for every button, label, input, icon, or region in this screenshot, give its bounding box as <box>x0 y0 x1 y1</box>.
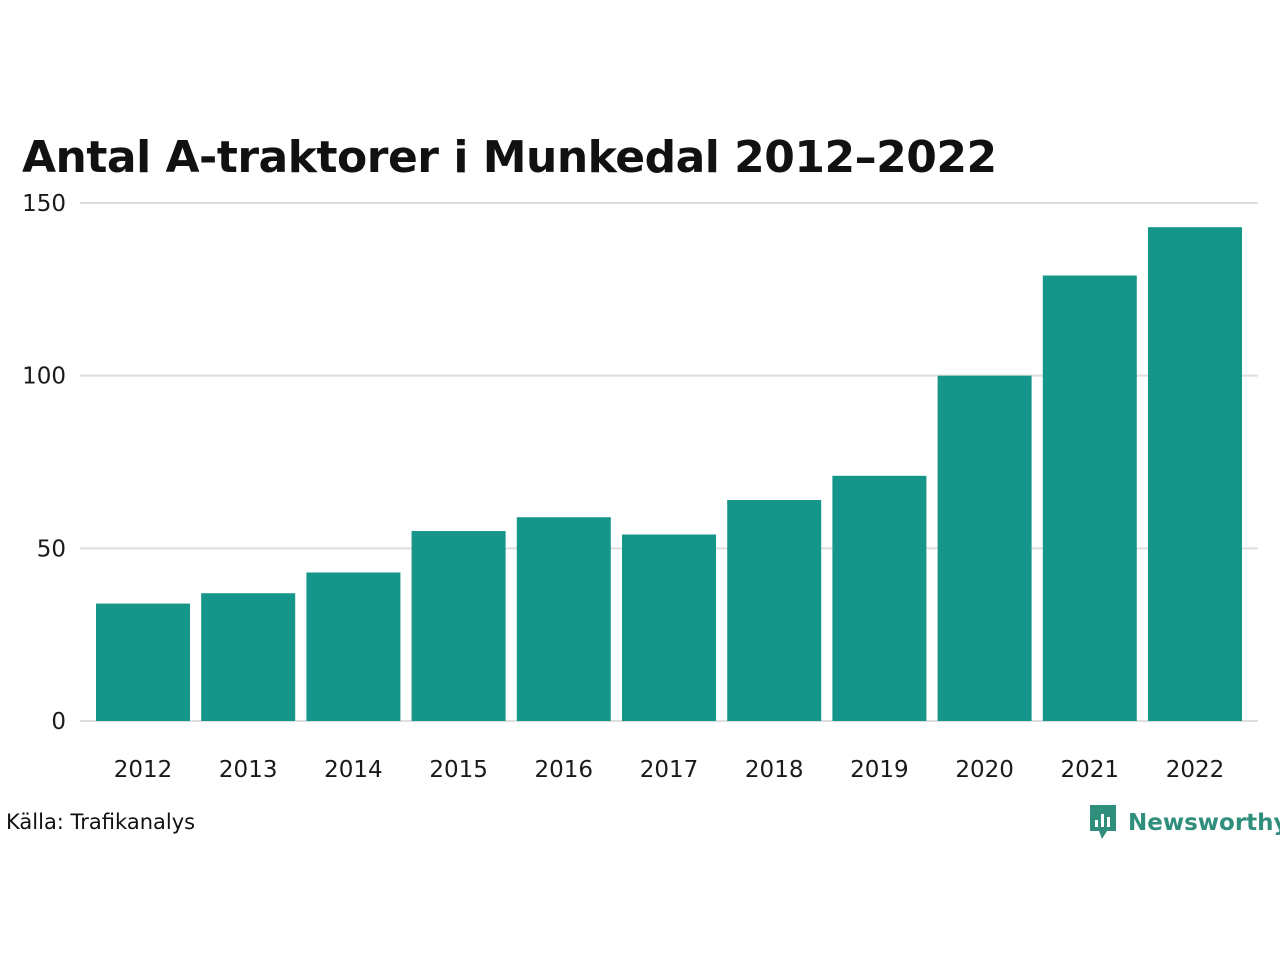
chart-title: Antal A-traktorer i Munkedal 2012–2022 <box>22 132 997 183</box>
bar-2016 <box>516 517 611 721</box>
bar-2022 <box>1148 227 1242 721</box>
x-tick-label: 2018 <box>745 757 804 783</box>
x-tick-label: 2015 <box>429 757 488 783</box>
x-tick-label: 2021 <box>1061 757 1120 783</box>
x-tick-label: 2020 <box>955 757 1014 783</box>
bar-2018 <box>727 499 822 721</box>
bars <box>96 227 1242 721</box>
y-tick-label: 100 <box>22 364 66 390</box>
x-tick-label: 2022 <box>1166 757 1225 783</box>
y-tick-label: 50 <box>37 536 66 562</box>
brand-logo: Newsworthy <box>1088 803 1280 843</box>
x-tick-label: 2013 <box>219 757 278 783</box>
bar-2013 <box>201 593 296 721</box>
x-tick-label: 2014 <box>324 757 383 783</box>
y-tick-label: 150 <box>22 191 66 217</box>
bar-2021 <box>1042 275 1137 721</box>
brand-name: Newsworthy <box>1128 810 1280 836</box>
x-tick-label: 2012 <box>114 757 173 783</box>
bar-2017 <box>622 534 716 721</box>
source-note: Källa: Trafikanalys <box>6 810 196 834</box>
bar-2012 <box>96 603 190 721</box>
y-axis-ticks: 0 50 100 150 <box>22 191 66 735</box>
y-tick-label: 0 <box>51 709 66 735</box>
x-axis-ticks: 2012 2013 2014 2015 2016 2017 2018 2019 2020 2021… <box>114 757 1225 783</box>
bar-2014 <box>306 572 401 721</box>
x-tick-label: 2019 <box>850 757 909 783</box>
bar-2015 <box>411 531 506 721</box>
newsworthy-logo-icon <box>1090 805 1116 839</box>
x-tick-label: 2017 <box>640 757 699 783</box>
x-tick-label: 2016 <box>535 757 594 783</box>
bar-2020 <box>937 375 1032 721</box>
bar-2019 <box>832 475 927 721</box>
